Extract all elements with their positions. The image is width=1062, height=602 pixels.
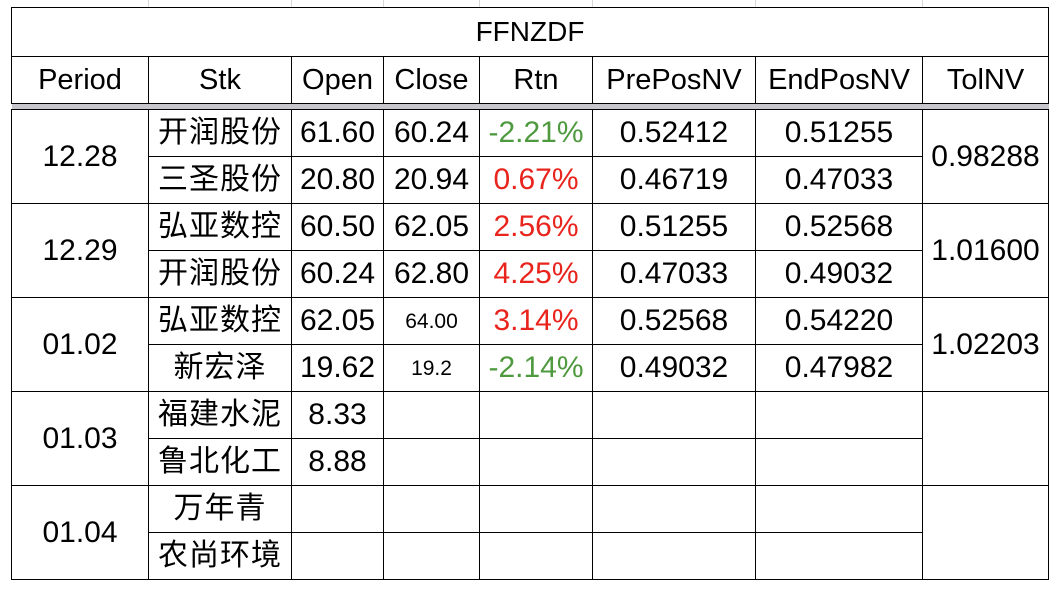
- close-cell[interactable]: 62.05: [383, 203, 480, 251]
- open-cell[interactable]: 60.50: [291, 203, 384, 251]
- period-cell[interactable]: 01.03: [11, 391, 149, 486]
- close-cell[interactable]: 60.24: [383, 109, 480, 157]
- grid-line: [148, 0, 149, 7]
- open-cell[interactable]: 20.80: [291, 156, 384, 204]
- prepos-cell[interactable]: [592, 485, 756, 533]
- stock-name-cell[interactable]: 福建水泥: [148, 391, 292, 439]
- total-nv-cell[interactable]: 1.02203: [922, 297, 1049, 392]
- rtn-cell[interactable]: [479, 391, 593, 439]
- stock-name-cell[interactable]: 开润股份: [148, 250, 292, 298]
- stock-name-cell[interactable]: 万年青: [148, 485, 292, 533]
- grid-line: [383, 0, 384, 7]
- prepos-cell[interactable]: 0.52568: [592, 297, 756, 345]
- prepos-cell[interactable]: 0.51255: [592, 203, 756, 251]
- header-rtn[interactable]: Rtn: [479, 56, 593, 104]
- close-cell[interactable]: [383, 532, 480, 580]
- open-cell[interactable]: 62.05: [291, 297, 384, 345]
- table-title-cell[interactable]: FFNZDF: [11, 7, 1049, 57]
- grid-line: [592, 0, 593, 7]
- rtn-cell[interactable]: [479, 438, 593, 486]
- stock-name-cell[interactable]: 农尚环境: [148, 532, 292, 580]
- total-nv-cell[interactable]: 0.98288: [922, 109, 1049, 204]
- table-row: 12.28 开润股份 61.60 60.24 -2.21% 0.52412 0.51255 0…: [11, 109, 1049, 204]
- total-nv-cell[interactable]: [922, 391, 1049, 486]
- open-cell[interactable]: 60.24: [291, 250, 384, 298]
- header-endpos[interactable]: EndPosNV: [755, 56, 923, 104]
- rtn-cell[interactable]: -2.21%: [479, 109, 593, 157]
- stock-name-cell[interactable]: 开润股份: [148, 109, 292, 157]
- table-row: 三圣股份 20.80 20.94 0.67% 0.46719 0.47033: [12, 156, 1049, 204]
- open-cell[interactable]: 19.62: [291, 344, 384, 392]
- period-cell[interactable]: 01.04: [11, 485, 149, 580]
- endpos-cell[interactable]: 0.52568: [755, 203, 923, 251]
- endpos-cell[interactable]: [755, 532, 923, 580]
- table-row: 农尚环境: [12, 532, 1049, 580]
- close-cell[interactable]: [383, 438, 480, 486]
- endpos-cell[interactable]: [755, 438, 923, 486]
- table-row: 鲁北化工 8.88: [12, 438, 1049, 486]
- table-row: 01.02 弘亚数控 62.05 64.00 3.14% 0.52568 0.54220 1.…: [11, 297, 1049, 392]
- open-cell[interactable]: 8.33: [291, 391, 384, 439]
- total-nv-cell[interactable]: 1.01600: [922, 203, 1049, 298]
- endpos-cell[interactable]: 0.51255: [755, 109, 923, 157]
- grid-line: [291, 0, 292, 7]
- stock-name-cell[interactable]: 三圣股份: [148, 156, 292, 204]
- header-prepos[interactable]: PrePosNV: [592, 56, 756, 104]
- endpos-cell[interactable]: [755, 485, 923, 533]
- rtn-cell[interactable]: 3.14%: [479, 297, 593, 345]
- prepos-cell[interactable]: 0.46719: [592, 156, 756, 204]
- total-nv-cell[interactable]: [922, 485, 1049, 580]
- grid-line: [755, 0, 756, 7]
- period-cell[interactable]: 01.02: [11, 297, 149, 392]
- prepos-cell[interactable]: 0.52412: [592, 109, 756, 157]
- stock-name-cell[interactable]: 弘亚数控: [148, 203, 292, 251]
- rtn-cell[interactable]: 0.67%: [479, 156, 593, 204]
- grid-line: [479, 0, 480, 7]
- close-cell[interactable]: [383, 485, 480, 533]
- prepos-cell[interactable]: [592, 532, 756, 580]
- stock-name-cell[interactable]: 弘亚数控: [148, 297, 292, 345]
- stock-name-cell[interactable]: 鲁北化工: [148, 438, 292, 486]
- prepos-cell[interactable]: 0.47033: [592, 250, 756, 298]
- header-period[interactable]: Period: [11, 56, 149, 104]
- portfolio-table: FFNZDF Period Stk Open Close Rtn PrePosN…: [11, 7, 1049, 580]
- prepos-cell[interactable]: 0.49032: [592, 344, 756, 392]
- grid-line: [922, 0, 923, 7]
- rtn-cell[interactable]: [479, 532, 593, 580]
- table-row: 01.03 福建水泥 8.33: [11, 391, 1049, 486]
- close-cell[interactable]: 20.94: [383, 156, 480, 204]
- close-cell[interactable]: 64.00: [383, 297, 480, 345]
- rtn-cell[interactable]: [479, 485, 593, 533]
- open-cell[interactable]: [291, 485, 384, 533]
- close-cell[interactable]: [383, 391, 480, 439]
- rtn-cell[interactable]: 4.25%: [479, 250, 593, 298]
- stock-name-cell[interactable]: 新宏泽: [148, 344, 292, 392]
- table-row: 12.29 弘亚数控 60.50 62.05 2.56% 0.51255 0.52568 1.…: [11, 203, 1049, 298]
- close-cell[interactable]: 62.80: [383, 250, 480, 298]
- header-tol[interactable]: TolNV: [922, 56, 1049, 104]
- prepos-cell[interactable]: [592, 391, 756, 439]
- header-close[interactable]: Close: [383, 56, 480, 104]
- period-cell[interactable]: 12.29: [11, 203, 149, 298]
- open-cell[interactable]: [291, 532, 384, 580]
- header-open[interactable]: Open: [291, 56, 384, 104]
- table-row: 开润股份 60.24 62.80 4.25% 0.47033 0.49032: [12, 250, 1049, 298]
- header-stk[interactable]: Stk: [148, 56, 292, 104]
- table-row: 01.04 万年青: [11, 485, 1049, 580]
- endpos-cell[interactable]: 0.47982: [755, 344, 923, 392]
- endpos-cell[interactable]: [755, 391, 923, 439]
- open-cell[interactable]: 8.88: [291, 438, 384, 486]
- rtn-cell[interactable]: -2.14%: [479, 344, 593, 392]
- table-row: 新宏泽 19.62 19.2 -2.14% 0.49032 0.47982: [12, 344, 1049, 392]
- close-cell[interactable]: 19.2: [383, 344, 480, 392]
- prepos-cell[interactable]: [592, 438, 756, 486]
- endpos-cell[interactable]: 0.54220: [755, 297, 923, 345]
- rtn-cell[interactable]: 2.56%: [479, 203, 593, 251]
- endpos-cell[interactable]: 0.47033: [755, 156, 923, 204]
- period-cell[interactable]: 12.28: [11, 109, 149, 204]
- endpos-cell[interactable]: 0.49032: [755, 250, 923, 298]
- open-cell[interactable]: 61.60: [291, 109, 384, 157]
